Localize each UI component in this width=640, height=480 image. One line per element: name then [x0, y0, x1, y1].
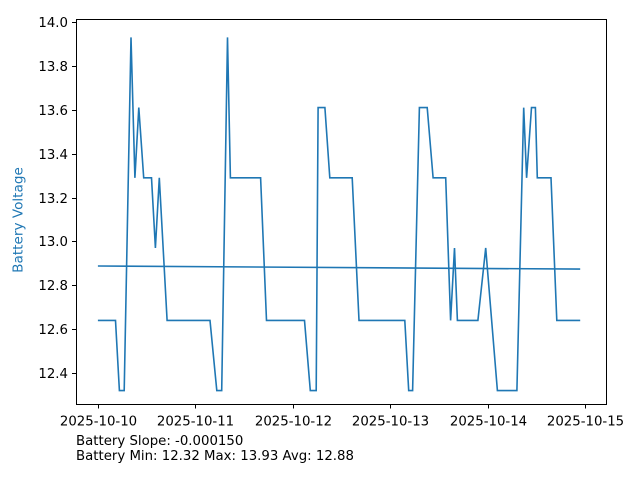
y-tick-label: 13.0: [38, 235, 68, 250]
battery-voltage-line: [97, 37, 581, 392]
y-tick-label: 13.8: [38, 60, 68, 75]
x-tick-label: 2025-10-14: [450, 415, 527, 430]
plot-frame: [76, 19, 607, 405]
y-tick-label: 13.2: [38, 192, 68, 207]
y-tick-label: 13.4: [38, 148, 68, 163]
x-tick-label: 2025-10-12: [255, 415, 332, 430]
battery-trend-line: [97, 265, 581, 270]
x-tick-label: 2025-10-10: [60, 415, 137, 430]
annotation-slope: Battery Slope: -0.000150: [76, 434, 244, 449]
annotation-stats: Battery Min: 12.32 Max: 13.93 Avg: 12.88: [76, 448, 354, 464]
y-tick-label: 13.6: [38, 104, 68, 119]
y-axis-label: Battery Voltage: [10, 167, 26, 273]
x-tick-label: 2025-10-15: [547, 415, 624, 430]
y-tick-label: 12.4: [38, 367, 68, 382]
y-tick-label: 12.6: [38, 323, 68, 338]
chart-annotations: Battery Slope: -0.000150 Battery Min: 12…: [76, 434, 354, 464]
x-tick-label: 2025-10-13: [352, 415, 429, 430]
x-tick-label: 2025-10-11: [157, 415, 234, 430]
y-tick-label: 12.8: [38, 279, 68, 294]
y-tick-label: 14.0: [38, 16, 68, 31]
